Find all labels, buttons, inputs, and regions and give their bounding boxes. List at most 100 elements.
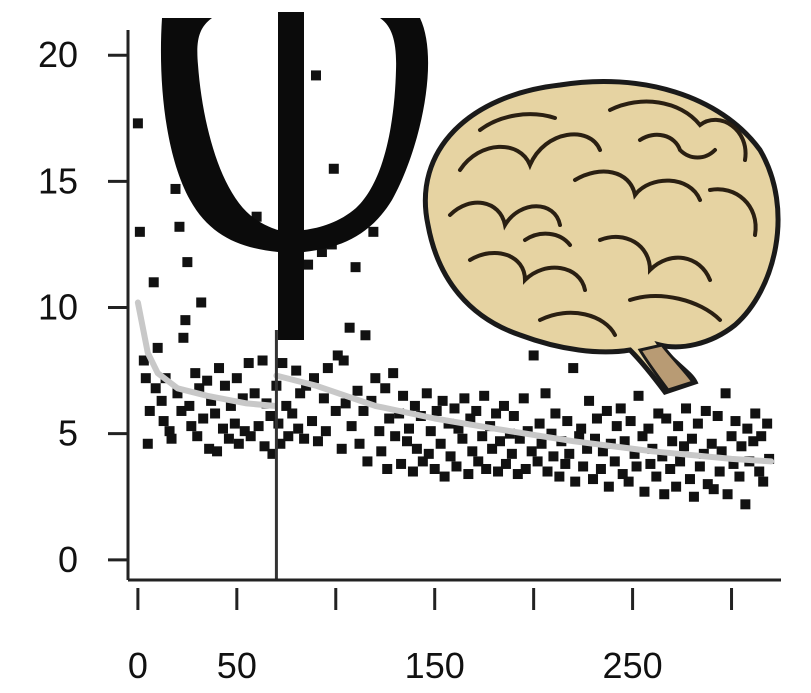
data-point [700, 405, 711, 416]
data-point [471, 405, 482, 416]
data-point [578, 461, 589, 472]
data-point [368, 226, 379, 237]
data-point [754, 466, 765, 477]
data-point [366, 395, 377, 406]
data-point [584, 395, 595, 406]
data-point [320, 426, 331, 437]
data-point [237, 393, 248, 404]
data-point [299, 433, 310, 444]
data-point [756, 431, 767, 442]
data-point [134, 226, 145, 237]
data-point [186, 421, 197, 432]
data-point [467, 446, 478, 457]
data-point [639, 486, 650, 497]
data-point [275, 438, 286, 449]
psi-symbol [160, 12, 429, 340]
data-point [239, 426, 250, 437]
data-point [425, 426, 436, 437]
data-point [281, 400, 292, 411]
data-point [601, 405, 612, 416]
data-point [506, 448, 517, 459]
data-point [140, 373, 151, 384]
data-point [219, 380, 230, 391]
data-point [403, 423, 414, 434]
data-point [437, 395, 448, 406]
x-tick-label: 50 [217, 645, 257, 686]
data-point [402, 436, 413, 447]
data-point [330, 405, 341, 416]
data-point [194, 383, 205, 394]
data-point [214, 363, 225, 374]
data-point [210, 408, 221, 419]
data-point [390, 431, 401, 442]
data-point [217, 423, 228, 434]
data-point [589, 433, 600, 444]
data-point [198, 413, 209, 424]
data-point [595, 463, 606, 474]
y-axis-ticks: 0 5 10 15 20 [38, 34, 128, 580]
data-point [358, 405, 369, 416]
data-point [623, 476, 634, 487]
data-point [526, 446, 537, 457]
data-point [273, 418, 284, 429]
data-point [388, 368, 399, 379]
data-point [730, 416, 741, 427]
data-point [312, 436, 323, 447]
data-point [253, 421, 264, 432]
data-point [619, 436, 630, 447]
trend-line [273, 372, 775, 465]
data-point [712, 411, 723, 422]
data-point [487, 443, 498, 454]
data-point [750, 408, 761, 419]
data-point [398, 390, 409, 401]
data-point [534, 418, 545, 429]
data-point [734, 471, 745, 482]
x-tick-label: 0 [128, 645, 148, 686]
data-point [180, 315, 191, 326]
data-point [657, 451, 668, 462]
data-point [665, 463, 676, 474]
data-point [190, 368, 201, 379]
data-point [629, 448, 640, 459]
data-point [283, 431, 294, 442]
data-point [528, 350, 539, 361]
data-point [481, 463, 492, 474]
data-point [591, 413, 602, 424]
data-point [479, 390, 490, 401]
data-point [615, 403, 626, 414]
data-point [340, 398, 351, 409]
data-point [336, 443, 347, 454]
data-point [435, 438, 446, 449]
x-tick-label: 150 [405, 645, 465, 686]
data-point [574, 431, 585, 442]
data-point [150, 383, 161, 394]
data-point [316, 247, 327, 258]
data-point [562, 416, 573, 427]
data-point [758, 476, 769, 487]
data-point [740, 499, 751, 510]
data-point [520, 463, 531, 474]
data-point [380, 383, 391, 394]
data-point [322, 363, 333, 374]
data-point [508, 411, 519, 422]
data-point [259, 441, 270, 452]
data-point [643, 423, 654, 434]
data-point [568, 363, 579, 374]
data-point [686, 433, 697, 444]
data-point [417, 456, 428, 467]
data-point [344, 322, 355, 333]
data-point [493, 466, 504, 477]
x-axis-ticks: 0 50 150 250 [128, 588, 734, 686]
data-point [132, 118, 143, 129]
data-point [609, 456, 620, 467]
data-point [332, 350, 343, 361]
data-point [671, 481, 682, 492]
data-point [742, 423, 753, 434]
data-point [473, 456, 484, 467]
data-point [611, 421, 622, 432]
data-point [603, 481, 614, 492]
data-point [661, 413, 672, 424]
data-point [645, 458, 656, 469]
data-point [459, 393, 470, 404]
